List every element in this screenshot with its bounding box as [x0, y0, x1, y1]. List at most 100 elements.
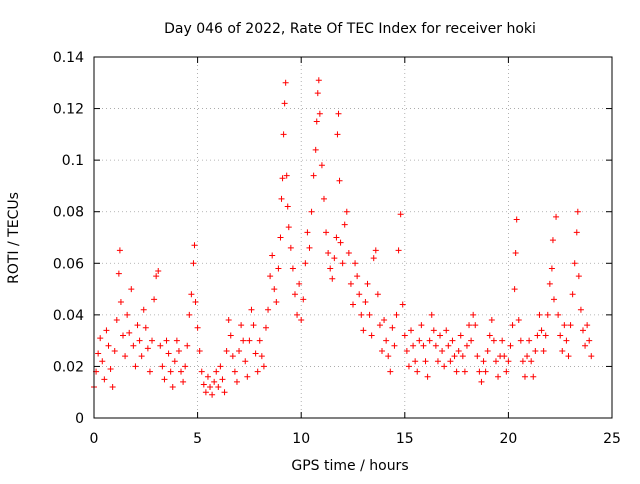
data-point-0-6 [103, 327, 110, 334]
data-point-0-107 [300, 296, 307, 303]
data-point-0-168 [418, 322, 425, 329]
data-point-0-231 [546, 280, 553, 287]
data-point-0-37 [165, 350, 172, 357]
data-point-0-77 [246, 337, 253, 344]
data-point-0-87 [267, 273, 274, 280]
data-point-0-179 [441, 363, 448, 370]
data-point-0-129 [337, 239, 344, 246]
data-point-0-70 [231, 368, 238, 375]
data-point-0-194 [472, 322, 479, 329]
data-point-0-230 [544, 311, 551, 318]
data-point-0-36 [163, 337, 170, 344]
data-point-0-112 [310, 172, 317, 179]
data-point-0-90 [273, 298, 280, 305]
data-point-0-236 [555, 311, 562, 318]
data-point-0-223 [530, 373, 537, 380]
data-point-0-205 [495, 373, 502, 380]
data-point-0-160 [401, 332, 408, 339]
data-point-0-226 [536, 311, 543, 318]
data-point-0-208 [501, 353, 508, 360]
data-point-0-83 [258, 353, 265, 360]
data-point-0-150 [381, 317, 388, 324]
data-point-0-60 [211, 378, 218, 385]
data-point-0-86 [265, 306, 272, 313]
data-point-0-197 [478, 378, 485, 385]
axis-ticks: 0 5 10 15 20 25 0 0.02 0.04 0.06 0.08 0.1 0.12 0.14 [53, 50, 621, 447]
data-point-0-233 [549, 237, 556, 244]
data-point-0-53 [196, 347, 203, 354]
data-point-0-51 [192, 298, 199, 305]
grid-lines [94, 57, 612, 418]
data-point-0-39 [169, 384, 176, 391]
data-point-0-94 [279, 175, 286, 182]
data-point-0-69 [229, 353, 236, 360]
data-point-0-253 [588, 353, 595, 360]
data-point-0-143 [366, 311, 373, 318]
data-point-0-155 [391, 342, 398, 349]
data-point-0-114 [313, 118, 320, 125]
x-tick-label-2: 10 [292, 431, 310, 447]
data-point-0-81 [254, 368, 261, 375]
data-point-0-135 [350, 301, 356, 308]
data-point-0-191 [466, 322, 473, 329]
data-point-0-178 [439, 347, 446, 354]
data-point-0-25 [140, 306, 147, 313]
data-point-0-246 [574, 208, 581, 215]
data-point-0-50 [191, 242, 198, 249]
data-point-0-172 [426, 337, 433, 344]
data-point-0-56 [202, 389, 209, 396]
data-point-0-217 [517, 337, 524, 344]
data-point-0-103 [291, 291, 298, 298]
data-point-0-162 [405, 363, 412, 370]
data-point-0-85 [262, 324, 269, 331]
data-point-0-163 [408, 327, 415, 334]
data-point-0-38 [167, 368, 174, 375]
data-point-0-149 [379, 347, 386, 354]
data-point-0-120 [323, 229, 330, 236]
y-tick-label-3: 0.06 [53, 256, 84, 272]
data-point-0-68 [227, 332, 234, 339]
data-point-0-11 [113, 317, 120, 324]
data-point-0-49 [190, 260, 197, 267]
data-point-0-79 [250, 322, 257, 329]
data-point-0-141 [362, 298, 369, 305]
data-point-0-210 [505, 358, 512, 365]
data-point-0-199 [482, 368, 489, 375]
data-point-0-32 [155, 268, 162, 275]
data-point-0-108 [302, 260, 309, 267]
data-point-0-229 [542, 332, 549, 339]
data-point-0-174 [430, 327, 437, 334]
data-point-0-84 [260, 363, 267, 370]
data-point-0-29 [149, 337, 156, 344]
data-point-0-121 [325, 249, 332, 256]
data-point-0-214 [512, 249, 519, 256]
data-point-0-122 [327, 265, 334, 272]
data-point-0-207 [499, 337, 506, 344]
x-tick-label-4: 20 [499, 431, 517, 447]
data-point-0-137 [354, 273, 361, 280]
data-point-0-66 [223, 347, 230, 354]
data-point-0-119 [320, 195, 327, 202]
x-tick-label-5: 25 [603, 431, 621, 447]
data-point-0-189 [461, 368, 468, 375]
data-point-0-98 [283, 172, 290, 179]
data-point-0-104 [294, 311, 301, 318]
data-point-0-21 [132, 363, 139, 370]
data-point-0-157 [395, 247, 402, 254]
data-point-0-124 [331, 255, 338, 262]
data-point-0-64 [219, 376, 226, 383]
data-point-0-42 [175, 347, 182, 354]
plot-frame [93, 56, 613, 419]
data-point-0-102 [289, 265, 296, 272]
data-point-0-97 [282, 79, 289, 86]
data-point-0-145 [370, 255, 377, 262]
data-point-0-88 [269, 252, 276, 259]
data-point-0-245 [573, 229, 580, 236]
data-point-0-151 [383, 337, 390, 344]
data-point-0-139 [358, 311, 365, 318]
data-point-0-22 [134, 322, 141, 329]
data-point-0-20 [130, 342, 137, 349]
data-point-0-232 [548, 265, 555, 272]
data-point-0-99 [284, 203, 291, 210]
data-point-0-13 [116, 247, 123, 254]
